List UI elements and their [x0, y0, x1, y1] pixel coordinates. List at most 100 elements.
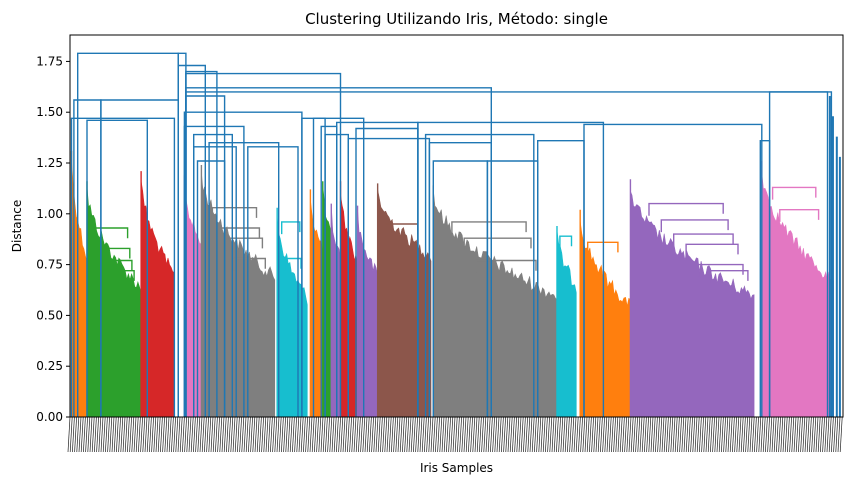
x-tick: [252, 416, 256, 453]
x-tick: [375, 416, 379, 453]
x-tick: [239, 416, 242, 453]
x-tick: [391, 416, 394, 453]
x-tick: [725, 416, 729, 453]
x-tick: [89, 416, 93, 453]
x-tick: [525, 416, 528, 453]
x-tick: [514, 416, 517, 453]
x-tick: [575, 416, 579, 453]
x-tick: [540, 416, 544, 453]
x-tick: [496, 416, 500, 453]
merge-link-18: [208, 142, 280, 417]
x-tick: [481, 416, 484, 453]
cluster-link: [105, 259, 133, 273]
cluster-12: [376, 183, 432, 418]
x-tick: [384, 416, 388, 453]
x-tick: [443, 416, 447, 453]
x-tick: [439, 416, 443, 453]
x-tick: [234, 416, 238, 453]
x-tick: [358, 416, 361, 453]
y-tick-label: 0.25: [36, 359, 63, 373]
y-tick-label: 1.50: [36, 105, 63, 119]
x-tick: [747, 416, 751, 453]
x-tick: [802, 416, 806, 453]
x-tick: [824, 416, 828, 453]
merge-link-1: [70, 117, 176, 417]
x-tick: [663, 416, 667, 453]
cluster-link: [771, 186, 817, 200]
x-tick: [91, 416, 95, 453]
x-tick: [637, 416, 641, 453]
x-tick: [362, 416, 366, 453]
x-tick: [606, 416, 610, 453]
x-tick: [738, 416, 742, 453]
x-tick: [734, 416, 737, 453]
x-tick: [228, 416, 231, 453]
x-tick: [347, 416, 350, 453]
x-tick: [278, 416, 282, 453]
x-tick: [809, 416, 812, 453]
merge-link-29: [428, 142, 492, 417]
x-tick: [226, 416, 229, 453]
x-tick: [531, 416, 535, 453]
x-tick: [173, 416, 176, 453]
x-tick: [157, 416, 161, 453]
x-tick: [285, 416, 289, 453]
x-tick: [386, 416, 390, 453]
x-tick: [373, 416, 377, 453]
x-tick: [366, 416, 370, 453]
cluster-15: [579, 209, 631, 418]
x-tick: [419, 416, 423, 453]
x-tick: [538, 416, 542, 453]
x-tick: [245, 416, 249, 453]
cluster-fill: [357, 209, 378, 418]
x-tick: [822, 416, 825, 453]
x-tick: [353, 416, 357, 453]
x-tick: [556, 416, 559, 453]
y-tick-label: 1.75: [36, 54, 63, 68]
cluster-fill: [276, 217, 308, 418]
x-tick: [131, 416, 135, 453]
x-tick: [509, 416, 513, 453]
x-tick: [83, 416, 86, 453]
x-tick: [826, 416, 830, 453]
x-tick: [604, 416, 608, 453]
x-tick: [450, 416, 454, 453]
x-tick: [644, 416, 647, 453]
x-tick: [144, 416, 148, 453]
x-tick: [831, 416, 834, 453]
x-tick: [465, 416, 469, 453]
x-tick: [182, 416, 185, 453]
merge-link-19: [247, 146, 299, 417]
x-tick: [681, 416, 685, 453]
cluster-link: [219, 227, 261, 241]
x-tick: [811, 416, 814, 453]
x-tick: [492, 416, 495, 453]
x-tick: [195, 416, 198, 453]
x-tick: [512, 416, 515, 453]
cluster-link: [660, 219, 729, 233]
x-tick: [670, 416, 674, 453]
x-tick: [573, 416, 577, 453]
x-tick: [487, 416, 491, 453]
cluster-fill: [184, 186, 202, 418]
x-tick: [138, 416, 141, 453]
x-tick: [520, 416, 524, 453]
x-tick: [652, 416, 656, 453]
x-tick: [655, 416, 658, 453]
chart-title: Clustering Utilizando Iris, Método: sing…: [305, 10, 608, 28]
x-tick: [221, 416, 225, 453]
x-tick: [435, 416, 438, 453]
cluster-4: [183, 175, 202, 418]
x-tick: [501, 416, 504, 453]
x-tick: [718, 416, 722, 453]
x-tick: [710, 416, 713, 453]
x-tick: [516, 416, 520, 453]
x-tick: [364, 416, 368, 453]
cluster-link: [226, 237, 264, 251]
cluster-link: [281, 221, 301, 235]
x-tick: [490, 416, 493, 453]
x-tick: [340, 416, 344, 453]
x-tick: [791, 416, 795, 453]
x-tick: [388, 416, 392, 453]
x-tick: [404, 416, 407, 453]
